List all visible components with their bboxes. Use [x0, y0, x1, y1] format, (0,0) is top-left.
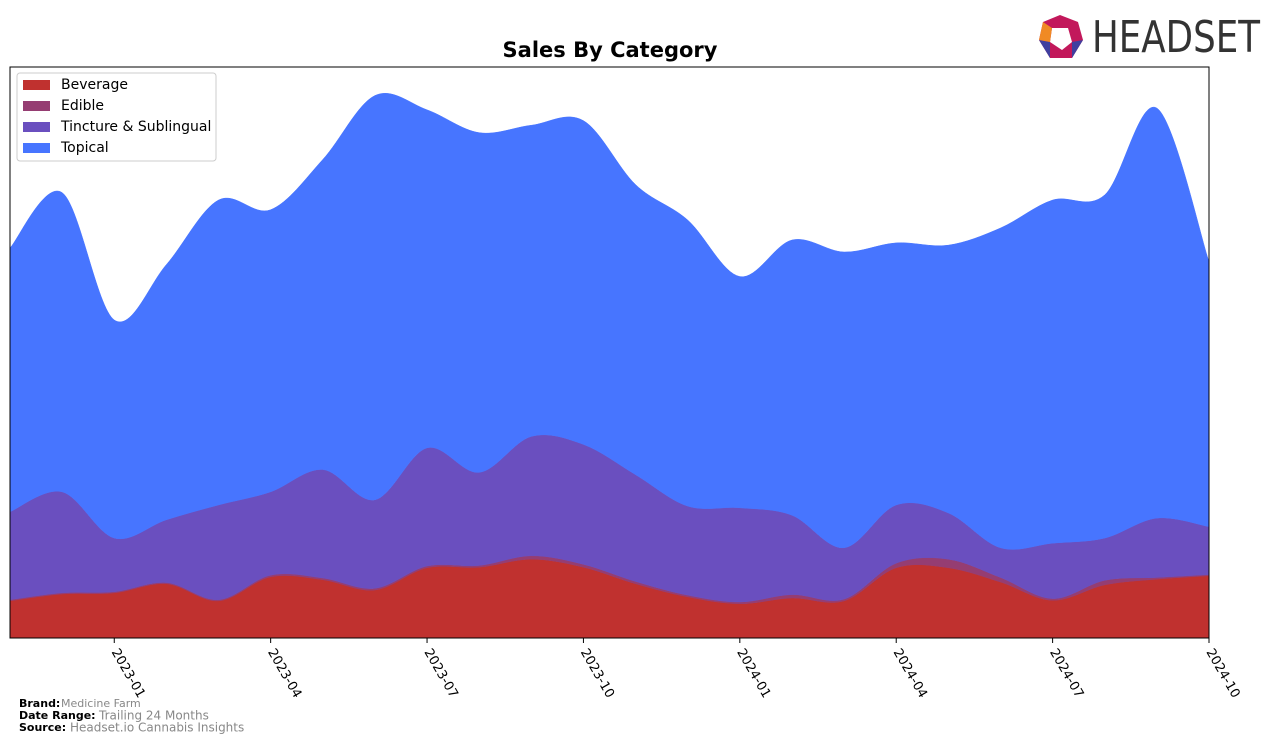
footer-label: Brand: — [19, 697, 60, 710]
logo-facet — [1072, 40, 1083, 58]
legend-label: Beverage — [61, 77, 128, 93]
legend-swatch — [23, 143, 50, 153]
x-tick-label: 2024-04 — [890, 646, 930, 701]
legend-label: Tincture & Sublingual — [60, 119, 211, 135]
logo-facet — [1039, 22, 1052, 42]
logo: HEADSET — [1039, 12, 1260, 63]
legend-swatch — [23, 80, 50, 90]
logo-text: HEADSET — [1092, 12, 1260, 63]
footer: Brand: Medicine Farm Date Range: Trailin… — [19, 697, 244, 735]
legend-box — [16, 72, 217, 162]
chart-title: Sales By Category — [503, 38, 718, 62]
logo-facet — [1039, 40, 1050, 58]
legend-label: Topical — [60, 140, 109, 156]
plot-frame — [9, 66, 1210, 639]
x-tick-label: 2023-01 — [108, 646, 148, 701]
legend: Beverage Edible Tincture & Sublingual Topic… — [16, 72, 217, 162]
legend-swatch — [23, 101, 50, 111]
x-tick-label: 2023-10 — [577, 646, 617, 701]
x-tick-label: 2024-10 — [1203, 646, 1243, 701]
legend-label: Edible — [61, 98, 104, 114]
area — [9, 93, 1210, 550]
footer-label: Date Range: — [19, 709, 96, 722]
x-tick-label: 2023-07 — [421, 646, 461, 701]
x-tick-label: 2023-04 — [264, 646, 304, 701]
legend-swatch — [23, 122, 50, 132]
footer-value: Trailing 24 Months — [98, 709, 209, 723]
footer-value: Medicine Farm — [61, 697, 141, 710]
logo-hole — [1050, 28, 1072, 50]
footer-label: Source: — [19, 721, 66, 734]
footer-value: Headset.io Cannabis Insights — [70, 721, 244, 735]
x-tick-label: 2024-07 — [1046, 646, 1086, 701]
x-tick-label: 2024-01 — [733, 646, 773, 701]
plot — [9, 93, 1210, 639]
